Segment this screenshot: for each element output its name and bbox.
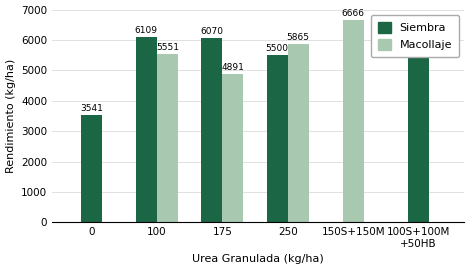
Bar — [408, 49, 429, 222]
Text: 5500: 5500 — [266, 44, 289, 53]
Text: 6666: 6666 — [342, 9, 365, 18]
Bar — [136, 37, 157, 222]
X-axis label: Urea Granulada (kg/ha): Urea Granulada (kg/ha) — [192, 254, 324, 264]
Text: 6070: 6070 — [200, 27, 223, 36]
Text: 6109: 6109 — [135, 26, 158, 35]
Text: 4891: 4891 — [221, 63, 244, 72]
Text: 5692: 5692 — [407, 39, 430, 48]
Bar — [343, 20, 364, 222]
Bar — [81, 115, 102, 222]
Bar — [288, 44, 309, 222]
Text: 3541: 3541 — [80, 104, 103, 113]
Text: 5551: 5551 — [156, 43, 179, 52]
Bar — [157, 54, 178, 222]
Bar — [267, 55, 288, 222]
Bar — [201, 38, 222, 222]
Text: 5865: 5865 — [287, 33, 310, 42]
Legend: Siembra, Macollaje: Siembra, Macollaje — [371, 15, 459, 57]
Bar — [222, 74, 243, 222]
Y-axis label: Rendimiento (kg/ha): Rendimiento (kg/ha) — [6, 59, 16, 173]
